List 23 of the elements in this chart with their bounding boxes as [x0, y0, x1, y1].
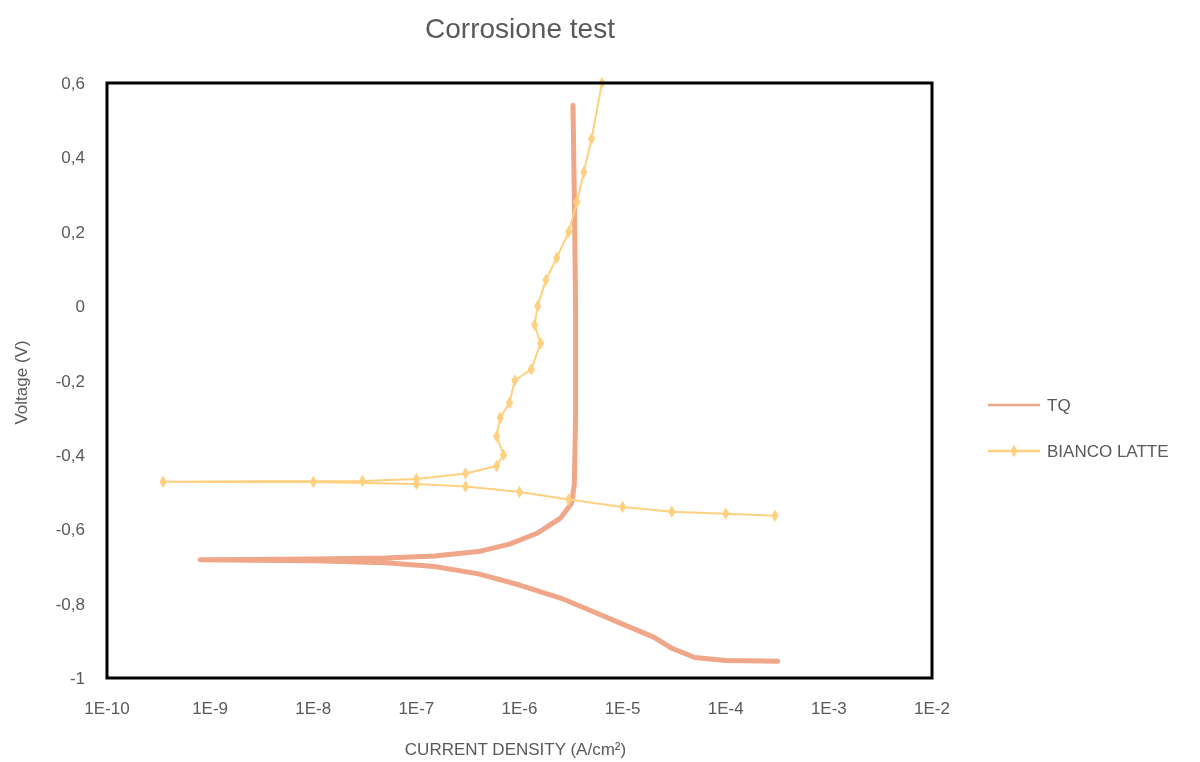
- legend-label: TQ: [1047, 396, 1071, 415]
- x-tick-label: 1E-3: [810, 699, 847, 718]
- x-tick-label: 1E-8: [295, 699, 332, 718]
- x-axis-title: CURRENT DENSITY (A/cm²): [404, 740, 627, 759]
- y-tick-label: -0,2: [55, 371, 85, 391]
- x-tick-label: 1E-4: [707, 699, 744, 718]
- y-tick-label: 0,2: [61, 222, 85, 242]
- y-tick-label: -0,8: [55, 594, 85, 614]
- x-tick-label: 1E-5: [604, 699, 641, 718]
- chart-title: Corrosione test: [425, 13, 616, 44]
- legend-label: BIANCO LATTE: [1047, 442, 1169, 461]
- y-tick-label: -1: [69, 669, 85, 688]
- y-tick-label: -0,6: [55, 520, 85, 540]
- y-tick-label: -0,4: [55, 445, 85, 465]
- x-tick-label: 1E-10: [84, 699, 130, 718]
- x-tick-label: 1E-6: [501, 699, 538, 718]
- y-tick-label: 0,4: [61, 148, 85, 168]
- x-tick-label: 1E-9: [192, 699, 229, 718]
- x-tick-label: 1E-2: [914, 699, 950, 718]
- y-tick-label: 0: [75, 297, 85, 317]
- y-tick-label: 0,6: [61, 74, 85, 93]
- y-axis-title: Voltage (V): [12, 340, 31, 425]
- x-tick-label: 1E-7: [398, 699, 435, 718]
